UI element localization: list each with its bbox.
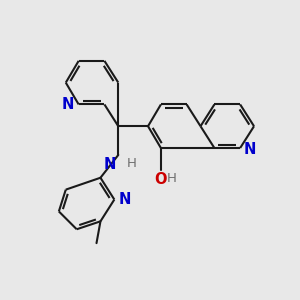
Text: N: N bbox=[61, 97, 74, 112]
Text: O: O bbox=[154, 172, 167, 187]
Text: H: H bbox=[167, 172, 177, 185]
Text: N: N bbox=[244, 142, 256, 157]
Text: N: N bbox=[118, 192, 131, 207]
Text: N: N bbox=[104, 157, 116, 172]
Text: H: H bbox=[127, 157, 137, 170]
